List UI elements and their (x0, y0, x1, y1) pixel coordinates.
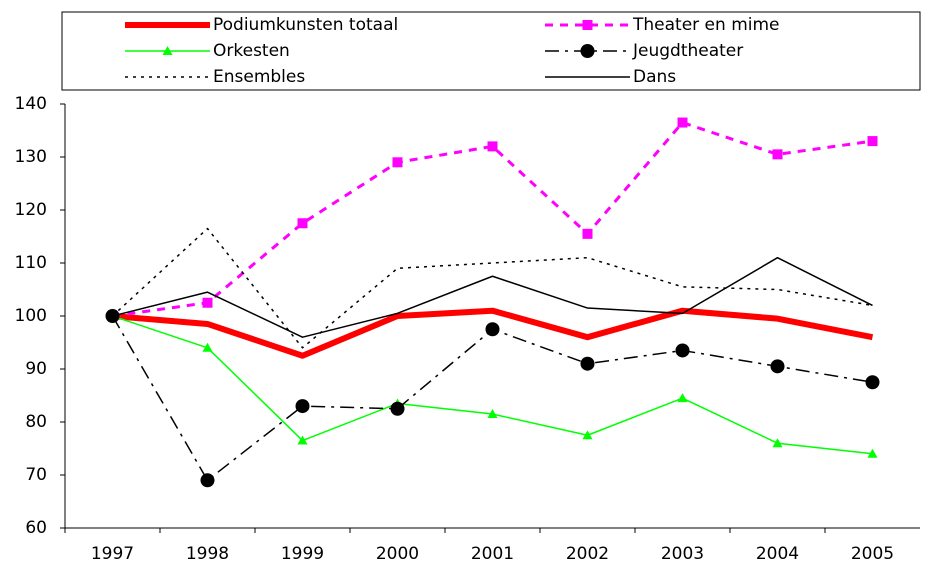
marker (297, 435, 308, 445)
series-line (112, 121, 873, 318)
legend-label: Jeugdtheater (632, 41, 743, 61)
series-line (112, 315, 873, 455)
x-tick-label: 2005 (851, 544, 894, 564)
marker (487, 141, 498, 152)
marker (295, 399, 310, 414)
marker (162, 46, 173, 55)
marker (580, 356, 595, 371)
y-tick-label: 140 (15, 94, 47, 114)
legend-label: Dans (633, 67, 676, 87)
series-line (112, 307, 874, 359)
legend-box (61, 11, 921, 91)
marker (675, 343, 690, 358)
y-tick-label: 100 (15, 306, 47, 326)
marker (487, 409, 498, 419)
y-tick-label: 120 (15, 200, 47, 220)
legend-label: Ensembles (213, 67, 305, 87)
x-tick-label: 2002 (566, 544, 609, 564)
marker (772, 438, 783, 448)
x-tick-label: 2000 (376, 544, 419, 564)
y-tick-label: 110 (15, 253, 47, 273)
x-tick-label: 2003 (661, 544, 704, 564)
marker (677, 393, 688, 403)
x-tick-label: 1999 (281, 544, 324, 564)
legend-label: Orkesten (213, 41, 290, 61)
x-tick-label: 2004 (756, 544, 799, 564)
x-tick-label: 1997 (91, 544, 134, 564)
y-tick-label: 90 (25, 359, 47, 379)
marker (677, 117, 688, 128)
y-tick-label: 130 (15, 147, 47, 167)
series-line (112, 256, 873, 338)
legend-label: Podiumkunsten totaal (213, 15, 398, 35)
marker (770, 359, 785, 374)
legend-label: Theater en mime (632, 15, 780, 35)
marker (867, 136, 878, 147)
marker (392, 157, 403, 168)
y-tick-label: 80 (25, 412, 47, 432)
y-tick-label: 70 (25, 465, 47, 485)
marker (580, 44, 595, 58)
marker (582, 20, 593, 30)
marker (390, 401, 405, 416)
marker (865, 375, 880, 390)
marker (867, 448, 878, 458)
marker (582, 228, 593, 239)
y-tick-label: 60 (25, 518, 47, 538)
marker (202, 342, 213, 352)
series-line (111, 315, 873, 482)
marker (485, 322, 500, 337)
marker (772, 149, 783, 160)
x-tick-label: 1998 (186, 544, 229, 564)
marker (297, 218, 308, 229)
marker (582, 430, 593, 440)
marker (200, 473, 215, 488)
marker (202, 297, 213, 308)
x-tick-label: 2001 (471, 544, 514, 564)
